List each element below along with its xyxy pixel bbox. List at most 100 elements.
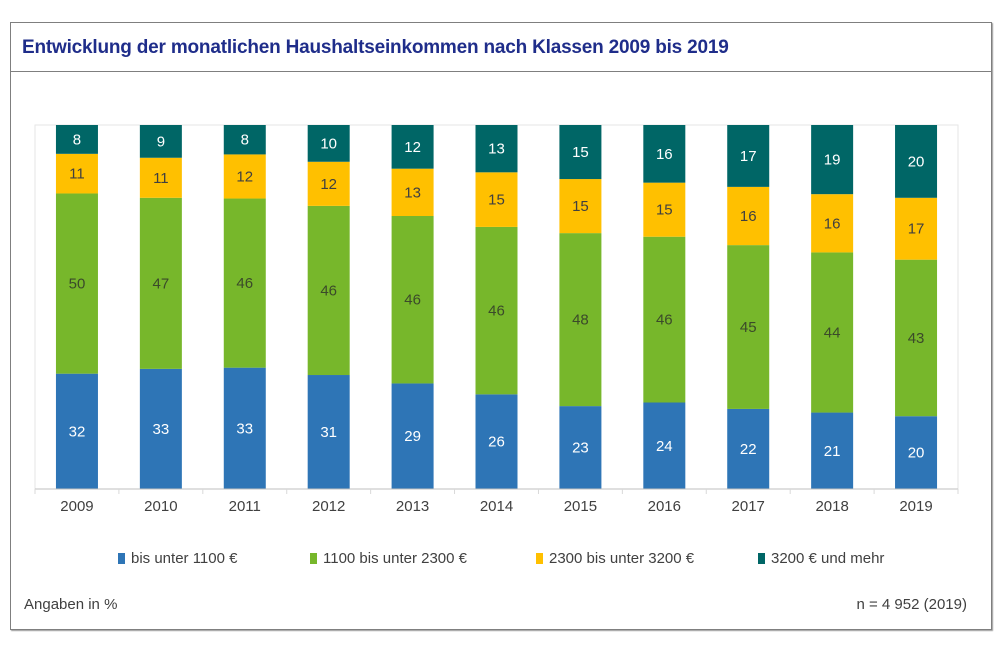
data-label-2013-s3: 12 bbox=[404, 139, 421, 156]
bar-segment-2015-s0 bbox=[559, 406, 602, 489]
bar-segment-2014-s2 bbox=[475, 172, 518, 227]
bar-segment-2017-s1 bbox=[727, 245, 770, 409]
x-tick-label-2013: 2013 bbox=[396, 498, 429, 515]
legend-item-1: 1100 bis unter 2300 € bbox=[310, 550, 467, 567]
bar-segment-2016-s0 bbox=[643, 402, 686, 489]
bar-segment-2009-s1 bbox=[55, 193, 98, 374]
data-label-2011-s2: 12 bbox=[236, 168, 253, 185]
x-tick-label-2011: 2011 bbox=[229, 498, 261, 515]
legend-label: bis unter 1100 € bbox=[131, 550, 238, 567]
data-label-2009-s1: 50 bbox=[69, 276, 86, 293]
bar-segment-2011-s2 bbox=[223, 154, 266, 199]
bar-segment-2016-s1 bbox=[643, 236, 686, 403]
data-label-2013-s2: 13 bbox=[404, 184, 421, 201]
bar-segment-2014-s0 bbox=[475, 394, 518, 489]
bar-segment-2009-s2 bbox=[55, 153, 98, 194]
data-label-2018-s2: 16 bbox=[824, 215, 841, 232]
data-label-2010-s1: 47 bbox=[153, 275, 170, 292]
data-label-2019-s0: 20 bbox=[908, 445, 925, 462]
legend-swatch bbox=[118, 553, 125, 564]
legend-swatch bbox=[310, 553, 317, 564]
bar-segment-2012-s3 bbox=[307, 125, 350, 162]
legend-item-0: bis unter 1100 € bbox=[118, 550, 237, 567]
data-label-2012-s0: 31 bbox=[320, 424, 337, 441]
bar-segment-2016-s3 bbox=[643, 125, 686, 183]
bar-segment-2010-s2 bbox=[139, 157, 182, 198]
bar-segment-2018-s2 bbox=[811, 194, 854, 253]
data-label-2018-s0: 21 bbox=[824, 443, 841, 460]
data-label-2018-s1: 44 bbox=[824, 324, 841, 341]
data-label-2009-s3: 8 bbox=[73, 131, 81, 148]
bar-segment-2015-s1 bbox=[559, 233, 602, 407]
data-label-2017-s3: 17 bbox=[740, 148, 757, 165]
data-label-2016-s2: 15 bbox=[656, 202, 673, 219]
data-label-2012-s3: 10 bbox=[320, 135, 337, 152]
bar-segment-2010-s0 bbox=[139, 368, 182, 489]
x-ticks-group bbox=[34, 489, 959, 494]
data-label-2015-s2: 15 bbox=[572, 198, 589, 215]
chart-title: Entwicklung der monatlichen Haushaltsein… bbox=[22, 37, 729, 58]
legend-label: 2300 bis unter 3200 € bbox=[549, 550, 695, 567]
bar-segment-2018-s3 bbox=[811, 125, 854, 195]
bar-segment-2012-s1 bbox=[307, 205, 350, 376]
data-label-2014-s0: 26 bbox=[488, 434, 505, 451]
unit-note: Angaben in % bbox=[24, 596, 118, 613]
data-label-2012-s1: 46 bbox=[320, 282, 337, 299]
x-tick-label-2015: 2015 bbox=[564, 498, 597, 515]
x-tick-label-2009: 2009 bbox=[60, 498, 93, 515]
bar-segment-2016-s2 bbox=[643, 182, 686, 237]
data-label-2017-s0: 22 bbox=[740, 441, 757, 458]
bars-group: 32 50 11 8 33 47 11 9 33 46 12 8 31 46 12 10 29 46 13 12 26 4… bbox=[55, 125, 938, 489]
data-label-2017-s1: 45 bbox=[740, 319, 757, 336]
data-label-2019-s1: 43 bbox=[908, 330, 925, 347]
bar-segment-2011-s3 bbox=[223, 125, 266, 155]
data-label-2009-s2: 11 bbox=[69, 166, 85, 183]
data-label-2014-s1: 46 bbox=[488, 303, 505, 320]
legend-item-3: 3200 € und mehr bbox=[758, 550, 884, 567]
bar-segment-2013-s1 bbox=[391, 216, 434, 384]
bar-segment-2017-s3 bbox=[727, 125, 770, 187]
data-label-2016-s1: 46 bbox=[656, 312, 673, 329]
data-label-2018-s3: 19 bbox=[824, 152, 841, 169]
bar-segment-2019-s3 bbox=[895, 125, 938, 198]
bar-segment-2009-s0 bbox=[55, 373, 98, 489]
legend-swatch bbox=[536, 553, 543, 564]
data-label-2014-s3: 13 bbox=[488, 141, 505, 158]
bar-segment-2015-s2 bbox=[559, 179, 602, 234]
title-bar: Entwicklung der monatlichen Haushaltsein… bbox=[11, 23, 991, 72]
bar-segment-2014-s3 bbox=[475, 125, 518, 173]
x-tick-label-2017: 2017 bbox=[732, 498, 765, 515]
bar-segment-2012-s0 bbox=[307, 375, 350, 489]
bar-segment-2019-s1 bbox=[895, 259, 938, 417]
data-label-2012-s2: 12 bbox=[320, 176, 337, 193]
x-tick-labels: 2009 2010 2011 2012 2013 2014 2015 2016 2017 2018… bbox=[60, 498, 932, 515]
bar-segment-2013-s0 bbox=[391, 383, 434, 489]
x-tick-label-2014: 2014 bbox=[480, 498, 513, 515]
data-label-2014-s2: 15 bbox=[488, 192, 505, 209]
bar-segment-2019-s0 bbox=[895, 416, 938, 489]
data-label-2015-s1: 48 bbox=[572, 312, 589, 329]
data-label-2013-s0: 29 bbox=[404, 428, 421, 445]
x-tick-label-2010: 2010 bbox=[144, 498, 177, 515]
data-label-2010-s0: 33 bbox=[153, 421, 170, 438]
data-label-2013-s1: 46 bbox=[404, 292, 421, 309]
sample-note: n = 4 952 (2019) bbox=[856, 596, 967, 613]
legend-swatch bbox=[758, 553, 765, 564]
data-label-2015-s0: 23 bbox=[572, 440, 589, 457]
bar-segment-2017-s2 bbox=[727, 186, 770, 246]
bar-segment-2018-s0 bbox=[811, 412, 854, 489]
legend-item-2: 2300 bis unter 3200 € bbox=[536, 550, 694, 567]
data-label-2019-s3: 20 bbox=[908, 153, 925, 170]
bar-segment-2009-s3 bbox=[55, 125, 98, 154]
bar-segment-2010-s3 bbox=[139, 125, 182, 158]
bar-segment-2013-s3 bbox=[391, 125, 434, 169]
legend: bis unter 1100 € 1100 bis unter 2300 € 230… bbox=[0, 550, 1000, 570]
data-label-2011-s0: 33 bbox=[236, 420, 253, 437]
data-label-2010-s3: 9 bbox=[157, 133, 165, 150]
data-label-2010-s2: 11 bbox=[153, 170, 169, 187]
data-label-2011-s1: 46 bbox=[236, 275, 253, 292]
data-label-2011-s3: 8 bbox=[241, 132, 249, 149]
x-tick-label-2019: 2019 bbox=[899, 498, 932, 515]
data-label-2016-s0: 24 bbox=[656, 438, 673, 455]
